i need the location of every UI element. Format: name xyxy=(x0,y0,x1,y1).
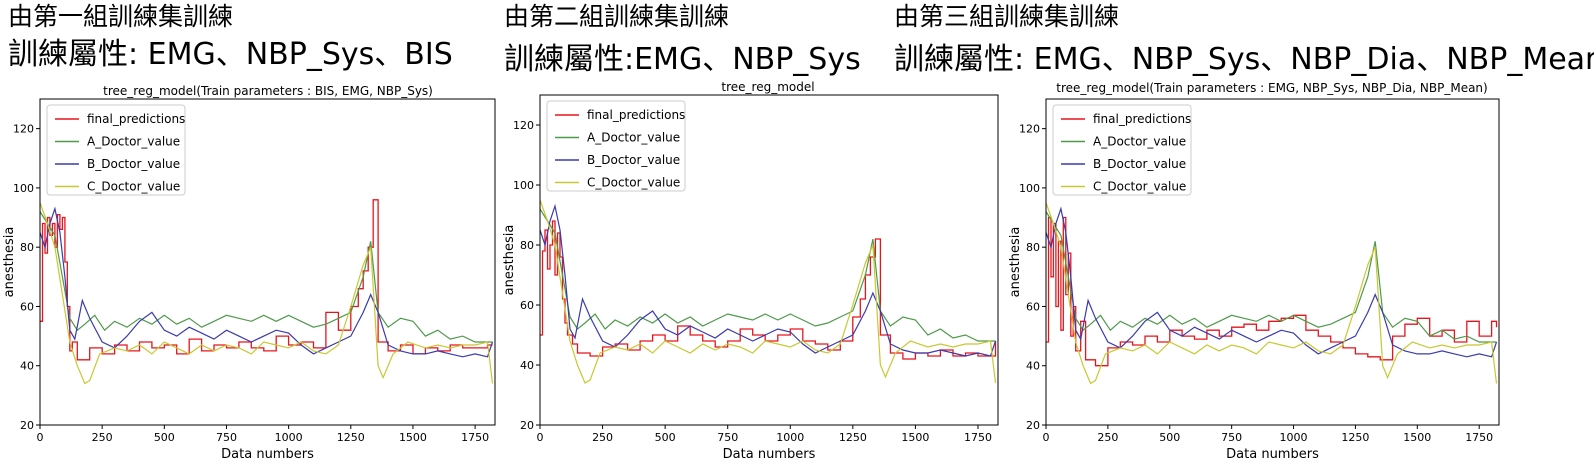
legend-entry: final_predictions xyxy=(587,108,685,122)
x-axis-label: Data numbers xyxy=(723,447,816,462)
x-tick-label: 0 xyxy=(1043,431,1050,444)
y-tick-label: 100 xyxy=(1019,182,1040,195)
y-tick-label: 40 xyxy=(20,360,34,373)
series-line-A_Doctor_value xyxy=(540,208,996,342)
plot-frame xyxy=(539,94,999,426)
y-tick-label: 60 xyxy=(520,299,534,312)
panel-heading: 由第一組訓練集訓練 xyxy=(8,2,234,31)
chart-title: tree_reg_model(Train parameters : EMG, N… xyxy=(1056,81,1487,95)
y-tick-label: 40 xyxy=(520,359,534,372)
y-axis-label: anesthesia xyxy=(1008,227,1023,298)
chart-2: tree_reg_model 0 250 500 750 1000 1250 1500 1750… xyxy=(502,80,999,462)
y-tick-label: 20 xyxy=(20,419,34,432)
legend-box xyxy=(46,104,186,196)
y-tick-label: 80 xyxy=(20,241,34,254)
panel-2: 由第二組訓練集訓練 訓練屬性:EMG、NBP_Sys tree_reg_mode… xyxy=(500,0,1010,475)
x-tick-label: 1500 xyxy=(901,431,929,444)
series-group xyxy=(1046,202,1498,385)
panel-3: 由第三組訓練集訓練 訓練屬性: EMG、NBP_Sys、NBP_Dia、NBP_… xyxy=(894,0,1594,475)
plot-frame xyxy=(1045,98,1500,426)
x-tick-label: 1750 xyxy=(964,431,992,444)
panel-attributes: 訓練屬性: EMG、NBP_Sys、BIS xyxy=(8,37,453,72)
legend: final_predictions A_Doctor_value B_Doctor_… xyxy=(546,100,686,192)
y-axis-label: anesthesia xyxy=(2,227,17,298)
x-tick-label: 250 xyxy=(1097,431,1118,444)
y-tick-label: 80 xyxy=(1026,241,1040,254)
x-tick-label: 1500 xyxy=(1403,431,1431,444)
x-axis-label: Data numbers xyxy=(221,447,314,462)
y-tick-label: 20 xyxy=(520,419,534,432)
legend-box xyxy=(1052,104,1192,196)
legend-entry: A_Doctor_value xyxy=(1093,135,1186,149)
panel-1: 由第一組訓練集訓練 訓練屬性: EMG、NBP_Sys、BIS tree_reg… xyxy=(0,0,510,475)
panel-attributes: 訓練屬性: EMG、NBP_Sys、NBP_Dia、NBP_Mean xyxy=(894,42,1594,77)
series-line-C_Doctor_value xyxy=(40,202,494,385)
panel-heading: 由第三組訓練集訓練 xyxy=(894,2,1120,31)
plot-frame xyxy=(39,98,496,426)
x-tick-label: 750 xyxy=(717,431,738,444)
legend-entry: C_Doctor_value xyxy=(1093,180,1186,194)
legend: final_predictions A_Doctor_value B_Doctor_… xyxy=(1052,104,1192,196)
legend-entry: C_Doctor_value xyxy=(587,176,680,190)
x-tick-label: 1750 xyxy=(1465,431,1493,444)
x-tick-label: 750 xyxy=(1221,431,1242,444)
legend-entry: B_Doctor_value xyxy=(87,157,180,171)
panel-attributes: 訓練屬性:EMG、NBP_Sys xyxy=(504,42,861,77)
legend-entry: final_predictions xyxy=(87,112,185,126)
legend: final_predictions A_Doctor_value B_Doctor_… xyxy=(46,104,186,196)
series-line-C_Doctor_value xyxy=(1046,202,1498,385)
series-line-B_Doctor_value xyxy=(540,203,997,357)
y-tick-label: 120 xyxy=(13,123,34,136)
y-tick-label: 20 xyxy=(1026,419,1040,432)
x-tick-label: 1750 xyxy=(461,431,489,444)
y-tick-label: 120 xyxy=(513,119,534,132)
series-line-A_Doctor_value xyxy=(40,211,493,343)
series-group xyxy=(40,199,494,385)
x-tick-label: 250 xyxy=(92,431,113,444)
y-tick-label: 80 xyxy=(520,239,534,252)
y-tick-label: 120 xyxy=(1019,123,1040,136)
x-tick-label: 500 xyxy=(1159,431,1180,444)
panel-heading: 由第二組訓練集訓練 xyxy=(504,2,730,31)
legend-entry: C_Doctor_value xyxy=(87,180,180,194)
series-line-C_Doctor_value xyxy=(540,199,997,384)
series-line-A_Doctor_value xyxy=(1046,211,1497,343)
x-tick-label: 0 xyxy=(37,431,44,444)
chart-3: tree_reg_model(Train parameters : EMG, N… xyxy=(1008,81,1500,462)
y-axis-label: anesthesia xyxy=(502,225,517,296)
legend-entry: A_Doctor_value xyxy=(587,131,680,145)
x-tick-label: 1000 xyxy=(1280,431,1308,444)
y-tick-label: 40 xyxy=(1026,360,1040,373)
y-tick-label: 60 xyxy=(1026,300,1040,313)
y-tick-label: 100 xyxy=(13,182,34,195)
x-tick-label: 500 xyxy=(154,431,175,444)
chart-title: tree_reg_model xyxy=(721,80,814,94)
x-tick-label: 750 xyxy=(216,431,237,444)
x-axis-label: Data numbers xyxy=(1226,447,1319,462)
series-line-final_predictions xyxy=(1046,216,1498,367)
series-group xyxy=(540,199,997,384)
x-tick-label: 250 xyxy=(592,431,613,444)
legend-entry: B_Doctor_value xyxy=(587,153,680,167)
y-tick-label: 100 xyxy=(513,179,534,192)
legend-box xyxy=(546,100,686,192)
x-tick-label: 1250 xyxy=(337,431,365,444)
x-tick-label: 1000 xyxy=(776,431,804,444)
series-line-final_predictions xyxy=(540,220,997,360)
x-tick-label: 0 xyxy=(537,431,544,444)
series-line-B_Doctor_value xyxy=(40,206,494,358)
legend-entry: B_Doctor_value xyxy=(1093,157,1186,171)
x-tick-label: 1250 xyxy=(1341,431,1369,444)
x-tick-label: 500 xyxy=(655,431,676,444)
chart-1: tree_reg_model(Train parameters : BIS, E… xyxy=(2,84,496,462)
x-tick-label: 1000 xyxy=(275,431,303,444)
legend-entry: final_predictions xyxy=(1093,112,1191,126)
x-tick-label: 1250 xyxy=(839,431,867,444)
y-tick-label: 60 xyxy=(20,300,34,313)
legend-entry: A_Doctor_value xyxy=(87,135,180,149)
x-tick-label: 1500 xyxy=(399,431,427,444)
series-line-B_Doctor_value xyxy=(1046,206,1498,358)
chart-title: tree_reg_model(Train parameters : BIS, E… xyxy=(103,84,433,98)
